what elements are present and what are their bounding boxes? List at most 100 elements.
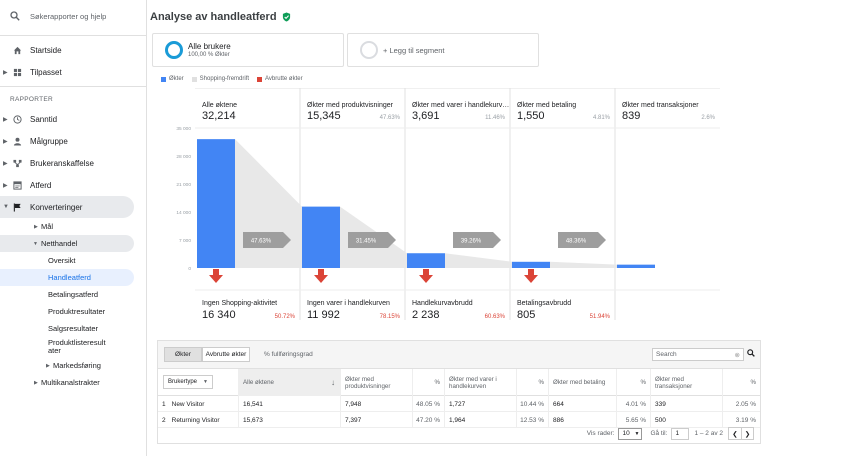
stage-label: Økter med transaksjoner [622, 102, 699, 109]
clock-icon [12, 114, 22, 124]
caret-right-icon: ▶ [34, 379, 38, 386]
header-pct[interactable]: % [722, 369, 760, 396]
abandon-arrow-icon [314, 269, 328, 283]
search-label: Søkerapporter og hjelp [30, 11, 107, 21]
rows-per-page-select[interactable]: 10 ▼ [618, 427, 643, 440]
sidebar-item-netthandel[interactable]: ▼ Netthandel [0, 235, 134, 252]
stage-pct: 4.81% [593, 115, 611, 121]
sidebar: Søkerapporter og hjelp Startside ▶ Tilpa… [0, 0, 147, 456]
goto-page-input[interactable]: 1 [671, 427, 690, 440]
table-row: 1 New Visitor 16,541 7,948 48.05 % 1,727 … [158, 396, 760, 412]
dimension-select[interactable]: Brukertype ▼ [163, 375, 213, 389]
clear-icon[interactable]: ⊗ [734, 351, 740, 359]
stage-pct: 11.46% [485, 115, 506, 121]
header-pct[interactable]: % [412, 369, 444, 396]
cell: 4.01 % [616, 396, 650, 412]
header-checkout[interactable]: Økter med betaling [548, 369, 616, 396]
legend-label: Shopping-fremdrift [199, 76, 250, 82]
abandon-value: 2 238 [412, 309, 440, 321]
header-pct[interactable]: % [516, 369, 548, 396]
header-all-sessions[interactable]: Alle øktene ↓ [238, 369, 340, 396]
cell: 16,541 [238, 396, 340, 412]
progress-pct: 39.26% [461, 239, 482, 245]
abandon-value: 16 340 [202, 309, 236, 321]
abandon-arrow-icon [524, 269, 538, 283]
funnel-bar [197, 139, 235, 268]
cell: 5.65 % [616, 412, 650, 428]
toggle-sessions-button[interactable]: Økter [164, 347, 202, 362]
sidebar-item-brukeranskaffelse[interactable]: ▶ Brukeranskaffelse [0, 152, 146, 174]
header-cart[interactable]: Økter med varer i handlekurven [444, 369, 516, 396]
funnel-table: Økter Avbrutte økter % fullføringsgrad S… [157, 340, 761, 444]
funnel-bar [302, 206, 340, 268]
sidebar-item-produktresultater[interactable]: Produktresultater [0, 303, 146, 320]
legend-swatch [191, 76, 197, 82]
sidebar-item-mal[interactable]: ▶ Mål [0, 218, 146, 235]
sidebar-group-konverteringer: ▼ Konverteringer [0, 196, 134, 218]
empty-segment-icon [360, 41, 378, 59]
cell: 10.44 % [516, 396, 548, 412]
page-title: Analyse av handleatferd [150, 11, 291, 23]
sidebar-item-sanntid[interactable]: ▶ Sanntid [0, 108, 146, 130]
behavior-icon [12, 180, 22, 190]
caret-right-icon: ▶ [3, 160, 8, 167]
abandon-label: Handlekurvavbrudd [412, 300, 473, 307]
y-tick-label: 35 000 [176, 126, 191, 132]
sidebar-item-oversikt[interactable]: Oversikt [0, 252, 146, 269]
stage-value: 32,214 [202, 110, 236, 122]
header-pct[interactable]: % [616, 369, 650, 396]
sidebar-item-multikanal[interactable]: ▶ Multikanalstrakter [0, 374, 146, 391]
sidebar-item-label: Konverteringer [30, 202, 83, 212]
search-icon[interactable] [747, 349, 755, 359]
funnel-bar [512, 261, 550, 268]
sidebar-item-label: Markedsføring [53, 361, 101, 370]
stage-pct: 2.6% [701, 115, 715, 121]
y-tick-label: 21 000 [176, 182, 191, 188]
legend-item: Shopping-fremdrift [191, 76, 250, 82]
divider [0, 86, 146, 87]
table-toolbar: Økter Avbrutte økter % fullføringsgrad S… [158, 341, 760, 369]
next-page-icon[interactable]: ❯ [741, 428, 753, 439]
toggle-abandoned-button[interactable]: Avbrutte økter [202, 347, 250, 362]
caret-right-icon: ▶ [34, 223, 38, 230]
segment-name: Alle brukere [188, 42, 231, 51]
sidebar-item-label: Atferd [30, 180, 52, 190]
sidebar-item-label: Produktresultater [48, 307, 106, 316]
header-transactions[interactable]: Økter med transaksjoner [650, 369, 722, 396]
prev-page-icon[interactable]: ❮ [732, 430, 738, 438]
sidebar-item-produktlisteresultater[interactable]: Produktlisteresult ater [0, 337, 146, 357]
caret-right-icon: ▶ [3, 138, 8, 145]
abandon-arrow-icon [419, 269, 433, 283]
sidebar-item-startside[interactable]: Startside [0, 39, 146, 61]
sidebar-item-label: Tilpasset [30, 67, 62, 77]
sidebar-item-tilpasset[interactable]: ▶ Tilpasset [0, 61, 146, 83]
sidebar-item-betalingsatferd[interactable]: Betalingsatferd [0, 286, 146, 303]
sidebar-item-konverteringer[interactable]: ▼ Konverteringer [0, 196, 134, 218]
sidebar-item-malgruppe[interactable]: ▶ Målgruppe [0, 130, 146, 152]
sidebar-item-atferd[interactable]: ▶ Atferd [0, 174, 146, 196]
segment-all-users[interactable]: Alle brukere 100,00 % Økter [152, 33, 344, 67]
sidebar-item-label: Målgruppe [30, 136, 68, 146]
sidebar-item-markedsforing[interactable]: ▶ Markedsføring [0, 357, 146, 374]
progress-area [235, 139, 302, 268]
sort-arrow-icon: ↓ [331, 378, 335, 387]
header-product-views[interactable]: Økter med produktvisninger [340, 369, 412, 396]
table-row: 2 Returning Visitor 15,673 7,397 47.20 % … [158, 412, 760, 428]
page-title-text: Analyse av handleatferd [150, 11, 277, 23]
row-label[interactable]: 2 Returning Visitor [162, 416, 220, 424]
page-nav: ❮ ❯ [728, 427, 754, 440]
add-segment-button[interactable]: + Legg til segment [347, 33, 539, 67]
sidebar-item-handleatferd[interactable]: Handleatferd [0, 269, 134, 286]
legend-swatch [257, 76, 263, 82]
progress-arrow [348, 232, 396, 248]
sidebar-search[interactable]: Søkerapporter og hjelp [0, 0, 146, 32]
add-segment-label: + Legg til segment [383, 45, 445, 55]
sidebar-item-salgsresultater[interactable]: Salgsresultater [0, 320, 146, 337]
sidebar-item-label: Sanntid [30, 114, 58, 124]
stage-pct: 47.63% [380, 115, 401, 121]
legend-swatch [161, 76, 166, 82]
row-label[interactable]: 1 New Visitor [162, 400, 205, 408]
cell: 886 [548, 412, 616, 428]
table-search-input[interactable]: Search ⊗ [652, 348, 744, 361]
caret-right-icon: ▶ [3, 116, 8, 123]
